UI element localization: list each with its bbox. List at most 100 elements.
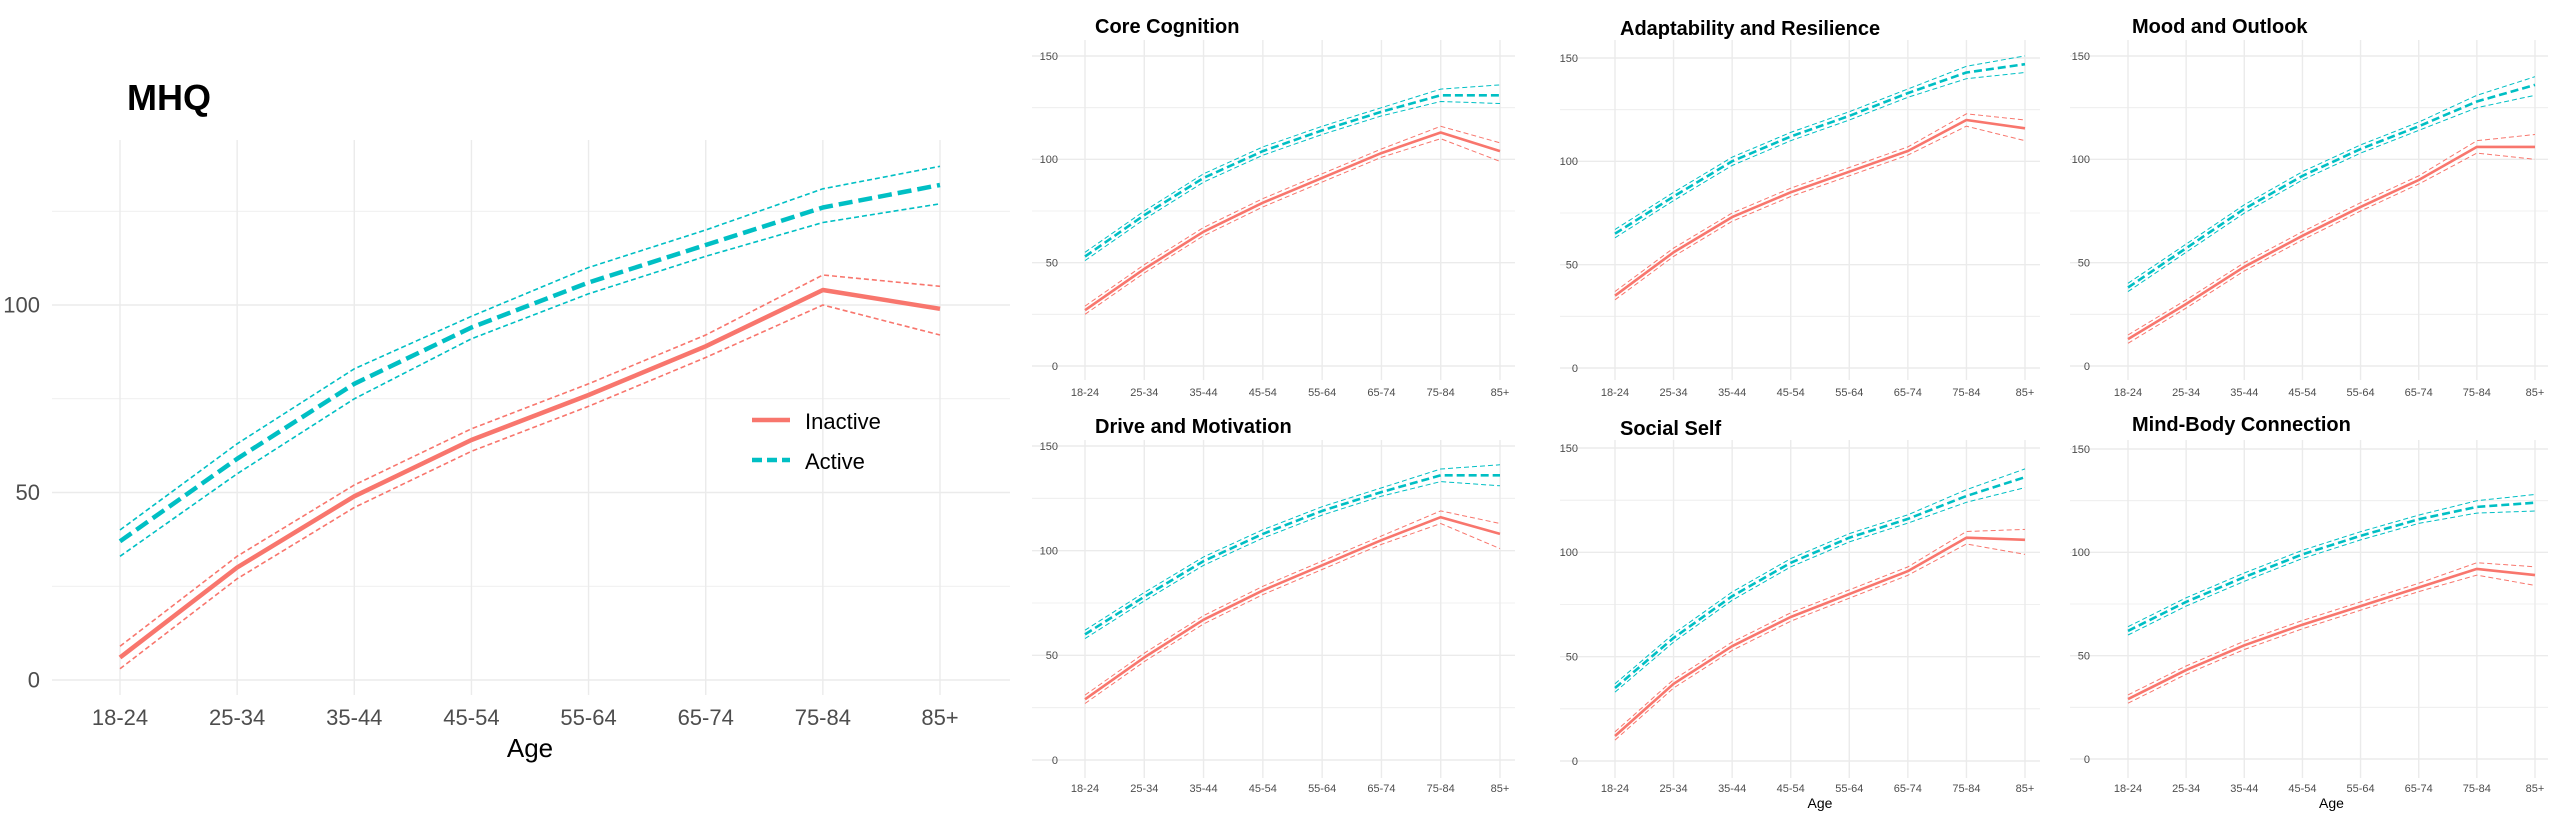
x-tick-label: 65-74 — [2405, 783, 2433, 795]
x-tick-label: 65-74 — [678, 705, 734, 730]
series-inactive-upper-band — [1614, 113, 2026, 292]
x-tick-label: 55-64 — [2347, 783, 2375, 795]
y-tick-label: 150 — [1560, 53, 1578, 65]
x-tick-label: 85+ — [1491, 783, 1510, 795]
x-tick-label: 55-64 — [1835, 387, 1863, 399]
chart-panel-0: 0 50 100 18-24 25-34 35-44 45-54 55-64 65-74 75-8… — [3, 77, 1010, 763]
series-inactive-line — [1614, 536, 2026, 737]
series-inactive-lower-band — [119, 304, 941, 670]
series-inactive-line — [2127, 145, 2535, 341]
x-tick-label: 75-84 — [1427, 387, 1455, 399]
y-tick-label: 150 — [1040, 51, 1058, 63]
series-inactive-upper-band — [2127, 134, 2536, 336]
x-tick-label: 65-74 — [1894, 387, 1922, 399]
series-inactive-upper-band — [1614, 528, 2026, 733]
x-tick-label: 25-34 — [1660, 783, 1688, 795]
y-tick-label: 100 — [2072, 154, 2090, 166]
series-active-lower-band — [1084, 100, 1501, 262]
x-tick-label: 85+ — [2016, 783, 2035, 795]
x-tick-label: 18-24 — [1601, 387, 1629, 399]
legend-label-active: Active — [805, 449, 865, 474]
series-active-upper-band — [1084, 464, 1501, 631]
y-tick-label: 100 — [1560, 156, 1578, 168]
x-tick-label: 65-74 — [1367, 387, 1395, 399]
series-active-line — [1614, 62, 2026, 235]
y-tick-label: 150 — [1040, 441, 1058, 453]
y-tick-label: 100 — [1040, 546, 1058, 558]
y-tick-label: 0 — [1572, 756, 1578, 768]
x-tick-label: 18-24 — [92, 705, 148, 730]
x-tick-label: 75-84 — [1952, 387, 1980, 399]
series-inactive-line — [1084, 131, 1501, 312]
x-tick-label: 25-34 — [2172, 783, 2200, 795]
y-tick-label: 0 — [2084, 754, 2090, 766]
series-active-upper-band — [1614, 55, 2026, 230]
chart-panel-5: 0 50 100 150 18-24 25-34 35-44 45-54 55-64 65-74 7… — [1560, 418, 2040, 811]
x-tick-label: 85+ — [921, 705, 958, 730]
series-active-upper-band — [2127, 494, 2536, 628]
x-tick-label: 75-84 — [2463, 783, 2491, 795]
x-tick-label: 45-54 — [2288, 387, 2316, 399]
y-tick-label: 0 — [1052, 755, 1058, 767]
x-tick-label: 55-64 — [1308, 387, 1336, 399]
x-tick-label: 18-24 — [2114, 387, 2142, 399]
chart-title: MHQ — [127, 77, 211, 118]
series-active-line — [2127, 501, 2536, 633]
x-tick-label: 18-24 — [1601, 783, 1629, 795]
y-tick-label: 150 — [1560, 443, 1578, 455]
x-tick-label: 45-54 — [443, 705, 499, 730]
y-tick-label: 50 — [1566, 260, 1578, 272]
y-tick-label: 50 — [1046, 258, 1058, 270]
x-tick-label: 85+ — [1491, 387, 1510, 399]
x-tick-label: 65-74 — [1367, 783, 1395, 795]
y-tick-label: 100 — [2072, 547, 2090, 559]
series-inactive-line — [118, 287, 941, 660]
chart-title: Adaptability and Resilience — [1620, 18, 1880, 40]
y-tick-label: 100 — [3, 293, 40, 318]
x-tick-label: 75-84 — [2463, 387, 2491, 399]
x-tick-label: 45-54 — [1249, 783, 1277, 795]
legend: Inactive Active — [752, 409, 881, 474]
series-active-upper-band — [2127, 76, 2536, 284]
y-tick-label: 150 — [2072, 444, 2090, 456]
series-active-lower-band — [1614, 72, 2026, 239]
x-tick-label: 25-34 — [2172, 387, 2200, 399]
y-tick-label: 100 — [1560, 547, 1578, 559]
series-active-line — [118, 182, 941, 544]
series-inactive-lower-band — [1614, 125, 2026, 301]
x-tick-label: 25-34 — [1130, 387, 1158, 399]
x-tick-label: 55-64 — [1835, 783, 1863, 795]
legend-label-inactive: Inactive — [805, 409, 881, 434]
y-tick-label: 150 — [2072, 51, 2090, 63]
chart-panel-6: 0 50 100 150 18-24 25-34 35-44 45-54 55-64 65-74 7… — [2070, 414, 2548, 811]
x-tick-label: 18-24 — [1071, 783, 1099, 795]
x-tick-label: 25-34 — [1130, 783, 1158, 795]
x-tick-label: 35-44 — [1190, 783, 1218, 795]
x-tick-label: 75-84 — [1952, 783, 1980, 795]
x-tick-label: 25-34 — [209, 705, 265, 730]
x-tick-label: 45-54 — [2288, 783, 2316, 795]
y-tick-label: 50 — [1566, 652, 1578, 664]
series-inactive-upper-band — [119, 274, 941, 647]
chart-title: Core Cognition — [1095, 16, 1239, 38]
x-tick-label: 18-24 — [2114, 783, 2142, 795]
x-tick-label: 75-84 — [795, 705, 851, 730]
x-axis-title: Age — [507, 733, 553, 763]
x-tick-label: 45-54 — [1777, 387, 1805, 399]
series-inactive-upper-band — [2127, 562, 2536, 696]
chart-title: Drive and Motivation — [1095, 416, 1292, 438]
series-inactive-lower-band — [1614, 543, 2026, 741]
x-tick-label: 45-54 — [1777, 783, 1805, 795]
series-active-line — [1084, 94, 1500, 258]
chart-panel-1: 0 50 100 150 18-24 25-34 35-44 45-54 55-64 65-74 7… — [1032, 16, 1515, 399]
y-tick-label: 100 — [1040, 154, 1058, 166]
chart-title: Mind-Body Connection — [2132, 414, 2351, 436]
series-active-lower-band — [2127, 510, 2536, 636]
x-tick-label: 55-64 — [2347, 387, 2375, 399]
y-tick-label: 0 — [2084, 361, 2090, 373]
series-active-upper-band — [1084, 84, 1501, 253]
x-tick-label: 25-34 — [1660, 387, 1688, 399]
y-tick-label: 0 — [28, 668, 40, 693]
x-tick-label: 65-74 — [1894, 783, 1922, 795]
series-active-lower-band — [2127, 94, 2536, 293]
